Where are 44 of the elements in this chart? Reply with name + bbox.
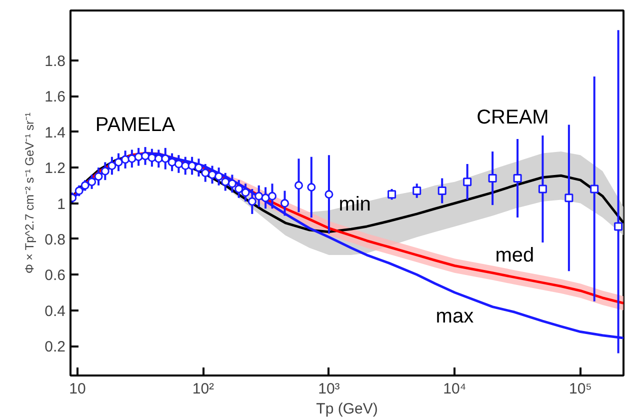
point [88, 178, 96, 186]
series-label: min [338, 193, 371, 216]
series-label: PAMELA [95, 114, 176, 136]
series-label: max [436, 306, 474, 328]
point [100, 166, 110, 176]
point [201, 168, 210, 178]
y-tick-label: 1 [57, 196, 66, 213]
series-label: med [495, 244, 534, 266]
y-tick-label: 0.6 [44, 267, 66, 284]
y-tick-label: 0.8 [44, 231, 66, 248]
point [121, 155, 130, 164]
x-tick-label: 10² [192, 380, 214, 398]
text: CREAM [476, 106, 549, 128]
point [108, 162, 116, 170]
y-tick-label: 1.2 [44, 160, 66, 178]
point [214, 172, 224, 181]
x-tick-label: 10⁴ [443, 380, 466, 398]
point [94, 172, 103, 181]
point [80, 181, 90, 190]
y-axis-title: Φ × Tp^2.7 cm⁻² s⁻¹ GeV⁻¹ sr⁻¹ [22, 112, 37, 274]
point [221, 178, 230, 186]
y-tick-label: 1.6 [44, 88, 66, 106]
point [248, 197, 256, 206]
point [194, 163, 203, 172]
point [74, 186, 84, 196]
point [261, 194, 270, 202]
point [208, 170, 217, 179]
point [181, 162, 190, 170]
point [128, 154, 136, 163]
point [254, 192, 264, 200]
x-tick-label: 10 [69, 380, 86, 398]
point [241, 188, 250, 197]
point [228, 179, 236, 188]
point [174, 160, 183, 168]
x-axis-title: Tp (GeV) [316, 400, 378, 418]
y-tick-label: 0.4 [44, 302, 66, 320]
point [268, 192, 277, 200]
y-tick-label: 1.4 [44, 124, 66, 142]
y-tick-label: 1.8 [44, 52, 66, 70]
point [234, 184, 244, 194]
point [114, 158, 123, 166]
y-tick-label: 0.2 [44, 338, 66, 356]
x-tick-label: 10³ [318, 380, 340, 398]
x-tick-label: 10⁵ [568, 380, 592, 398]
